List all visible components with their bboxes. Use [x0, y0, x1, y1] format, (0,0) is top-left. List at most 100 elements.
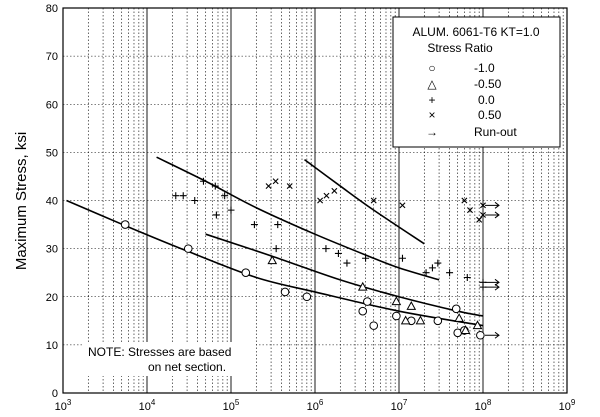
- point-circle: [369, 321, 379, 330]
- x-tick-labels: 103 104 105 106 107 108 109: [55, 398, 576, 413]
- legend-symbol-arrow: →: [426, 125, 438, 139]
- y-tick-label: 70: [46, 51, 58, 63]
- x-tick-label: 105: [223, 398, 240, 413]
- legend-label-r-0.50: -0.50: [474, 77, 502, 91]
- point-plus: [398, 254, 406, 262]
- point-triangle: [267, 255, 278, 265]
- point-triangle: [472, 320, 483, 330]
- point-cross: [461, 197, 468, 204]
- point-plus: [343, 259, 351, 267]
- y-axis-label: Maximum Stress, ksi: [13, 132, 30, 270]
- point-cross: [476, 216, 483, 223]
- note-line-1: NOTE: Stresses are based: [88, 345, 231, 359]
- point-cross: [466, 207, 473, 214]
- legend-title: ALUM. 6061-T6 KT=1.0: [412, 25, 539, 39]
- point-circle: [363, 297, 372, 306]
- legend-symbol-circle: ○: [428, 61, 435, 75]
- legend-subtitle: Stress Ratio: [427, 41, 493, 55]
- point-cross: [317, 197, 324, 204]
- plot-frame: [62, 7, 568, 394]
- point-triangle: [460, 325, 471, 334]
- point-circle: [451, 304, 461, 314]
- point-cross: [272, 178, 279, 185]
- y-tick-label: 60: [46, 99, 58, 111]
- point-cross: [286, 183, 293, 190]
- runout-arrow: [485, 211, 500, 219]
- point-plus: [227, 206, 235, 214]
- point-plus: [362, 254, 370, 262]
- fit-curve-2: [156, 156, 440, 281]
- point-triangle: [357, 281, 368, 291]
- point-plus: [446, 269, 454, 277]
- point-plus: [199, 177, 207, 185]
- legend-label-r-0.50-pos: 0.50: [478, 108, 502, 122]
- point-plus: [172, 192, 180, 200]
- point-plus: [250, 221, 258, 229]
- runout-arrow: [485, 283, 500, 291]
- point-circle: [476, 330, 485, 340]
- y-tick-label: 40: [46, 196, 58, 208]
- point-cross: [480, 211, 486, 218]
- point-plus: [221, 192, 229, 200]
- point-circle: [241, 268, 251, 277]
- y-tick-label: 0: [52, 388, 58, 400]
- y-tick-label: 80: [46, 3, 58, 15]
- y-tick-label: 30: [46, 244, 58, 256]
- runout-arrow: [485, 278, 500, 286]
- point-plus: [322, 245, 330, 253]
- x-tick-label: 108: [475, 398, 492, 413]
- point-circle: [302, 292, 312, 302]
- x-tick-label: 106: [307, 398, 324, 413]
- point-circle: [392, 311, 401, 321]
- point-circle: [183, 244, 193, 253]
- point-plus: [211, 182, 219, 190]
- runout-arrows: [485, 201, 500, 339]
- runout-arrow: [485, 201, 500, 209]
- x-tick-label: 103: [55, 398, 72, 413]
- point-circle: [120, 220, 130, 229]
- note-background: [84, 342, 256, 376]
- point-circle: [433, 316, 443, 326]
- point-plus: [212, 211, 220, 219]
- legend-symbol-plus: +: [428, 93, 435, 107]
- legend: ALUM. 6061-T6 KT=1.0 Stress Ratio ○ -1.0…: [392, 16, 561, 148]
- point-cross: [323, 192, 330, 199]
- y-tick-label: 20: [46, 292, 58, 304]
- legend-label-r-0.0: 0.0: [478, 93, 495, 107]
- fit-curve-4: [304, 158, 425, 245]
- point-plus: [434, 259, 442, 267]
- legend-symbol-cross: ×: [428, 108, 435, 122]
- legend-box: [392, 16, 561, 148]
- point-circle: [280, 287, 290, 297]
- x-tick-label: 109: [559, 398, 576, 413]
- point-triangle: [391, 296, 402, 306]
- point-triangle: [454, 313, 464, 322]
- point-triangle: [406, 301, 417, 310]
- point-cross: [265, 183, 272, 190]
- y-tick-label: 10: [46, 340, 58, 352]
- legend-label-run-out: Run-out: [474, 125, 517, 139]
- point-plus: [422, 269, 430, 277]
- point-cross: [480, 202, 486, 209]
- y-tick-labels: 0 10 20 30 40 50 60 70 80: [46, 3, 58, 400]
- point-plus: [179, 192, 187, 200]
- point-plus: [274, 221, 282, 229]
- point-circle: [358, 306, 368, 316]
- point-plus: [428, 264, 436, 272]
- point-cross: [370, 197, 377, 204]
- runout-arrow: [485, 331, 500, 339]
- note: NOTE: Stresses are based on net section.: [84, 342, 256, 376]
- point-plus: [191, 197, 199, 204]
- x-tick-label: 104: [139, 398, 156, 413]
- point-cross: [399, 202, 406, 209]
- point-plus: [463, 274, 471, 281]
- legend-symbol-triangle: △: [427, 77, 437, 91]
- y-tick-label: 50: [46, 147, 58, 159]
- point-triangle: [415, 315, 426, 325]
- x-tick-label: 107: [391, 398, 408, 413]
- data-points: [120, 177, 487, 340]
- point-plus: [334, 249, 342, 257]
- note-line-2: on net section.: [148, 360, 226, 374]
- point-cross: [331, 187, 338, 194]
